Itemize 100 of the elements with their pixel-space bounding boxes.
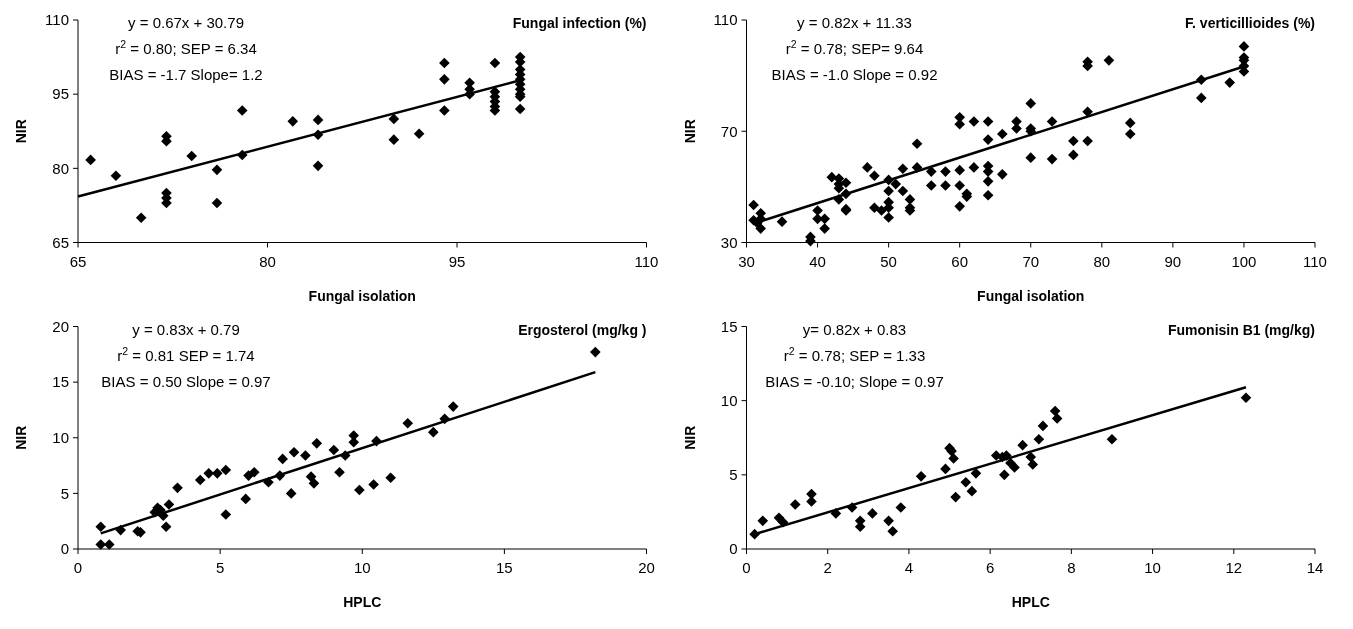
y-tick-label: 0 [60, 540, 69, 558]
annotation: r$^{2}$ = 0.81 SEP = 1.74 [117, 344, 255, 364]
point [211, 197, 223, 209]
annotation: y = 0.83x + 0.79 [132, 320, 240, 338]
point [950, 491, 961, 503]
point [948, 453, 959, 464]
x-tick-label: 10 [1144, 559, 1161, 576]
x-tick-label: 20 [638, 559, 655, 576]
x-tick-label: 14 [1306, 559, 1324, 576]
point [590, 346, 601, 358]
point [883, 515, 894, 527]
y-tick-label: 30 [720, 233, 738, 251]
point [806, 496, 817, 507]
point [285, 488, 297, 499]
x-tick-label: 4 [904, 559, 914, 576]
annotation: y = 0.67x + 30.79 [128, 14, 244, 31]
chart-title: Fumonisin B1 (mg/kg) [1168, 321, 1315, 338]
y-tick-label: 0 [729, 540, 738, 558]
y-tick-label: 10 [52, 429, 69, 446]
point [95, 521, 107, 533]
point [85, 154, 96, 166]
annotation: BIAS = -0.10; Slope = 0.97 [765, 372, 944, 390]
point [428, 426, 439, 438]
x-axis-title: Fungal isolation [977, 287, 1085, 304]
x-tick-label: 110 [1303, 252, 1327, 270]
point [1240, 392, 1252, 404]
x-tick-label: 100 [1231, 252, 1257, 270]
point [966, 485, 978, 497]
point [413, 128, 425, 140]
x-tick-label: 50 [880, 252, 897, 270]
chart-title: Ergosterol (mg/kg ) [518, 321, 647, 338]
point [1009, 462, 1020, 473]
x-tick-label: 90 [1164, 252, 1182, 270]
point [970, 468, 982, 479]
y-tick-label: 95 [52, 85, 69, 103]
point [999, 469, 1010, 481]
point [248, 466, 260, 478]
chart-title: Fungal infection (%) [512, 15, 647, 31]
x-tick-label: 0 [742, 559, 751, 576]
point [388, 113, 400, 125]
point [1033, 433, 1045, 445]
y-tick-label: 5 [60, 484, 69, 502]
point [402, 417, 414, 429]
x-tick-label: 0 [73, 559, 83, 576]
point [887, 525, 898, 537]
x-tick-label: 15 [496, 559, 513, 576]
point [312, 160, 324, 172]
point [1106, 433, 1118, 445]
x-tick-label: 8 [1067, 559, 1076, 576]
point [385, 472, 396, 484]
x-tick-label: 60 [951, 252, 969, 270]
y-axis-title: NIR [13, 425, 29, 450]
x-tick-label: 95 [448, 252, 466, 270]
y-tick-label: 65 [52, 233, 69, 251]
point [388, 134, 400, 145]
point [1037, 420, 1049, 432]
point [194, 474, 206, 486]
annotation: r$^{2}$ = 0.80; SEP = 6.34 [115, 38, 257, 57]
point [960, 476, 972, 488]
point [368, 479, 379, 490]
annotation: BIAS = -1.0 Slope = 0.92 [771, 66, 938, 83]
point [135, 212, 147, 224]
point [439, 105, 450, 116]
y-axis-title: NIR [681, 425, 698, 450]
y-tick-label: 70 [720, 122, 738, 140]
point [288, 446, 300, 458]
point [160, 521, 172, 533]
annotation: BIAS = -1.7 Slope= 1.2 [109, 66, 263, 83]
point [1051, 413, 1063, 424]
point [328, 444, 340, 456]
x-tick-label: 110 [634, 252, 659, 270]
x-axis-title: HPLC [343, 594, 382, 610]
y-axis-title: NIR [681, 119, 698, 144]
y-tick-label: 110 [713, 11, 738, 29]
chart-title: F. verticillioides (%) [1185, 15, 1315, 31]
x-tick-label: 12 [1225, 559, 1243, 576]
point [895, 502, 907, 513]
x-tick-label: 2 [823, 559, 832, 576]
y-tick-label: 15 [52, 373, 69, 391]
point [312, 114, 324, 126]
point [1027, 459, 1039, 470]
point [311, 438, 323, 449]
y-tick-label: 10 [720, 391, 738, 409]
point [915, 471, 927, 482]
annotation: y= 0.82x + 0.83 [802, 320, 907, 338]
y-tick-label: 110 [45, 11, 69, 29]
point [308, 478, 320, 489]
annotation: r$^{2}$ = 0.78; SEP= 9.64 [785, 38, 924, 57]
point [110, 170, 122, 182]
point [220, 509, 232, 520]
y-axis-title: NIR [13, 119, 29, 144]
point [211, 164, 223, 176]
y-tick-label: 20 [52, 317, 69, 335]
point [186, 150, 198, 162]
point [287, 116, 299, 127]
point [220, 464, 232, 476]
point [172, 482, 183, 494]
annotation: BIAS = 0.50 Slope = 0.97 [101, 372, 271, 390]
annotation: y = 0.82x + 11.33 [797, 14, 912, 31]
x-tick-label: 80 [259, 252, 276, 270]
